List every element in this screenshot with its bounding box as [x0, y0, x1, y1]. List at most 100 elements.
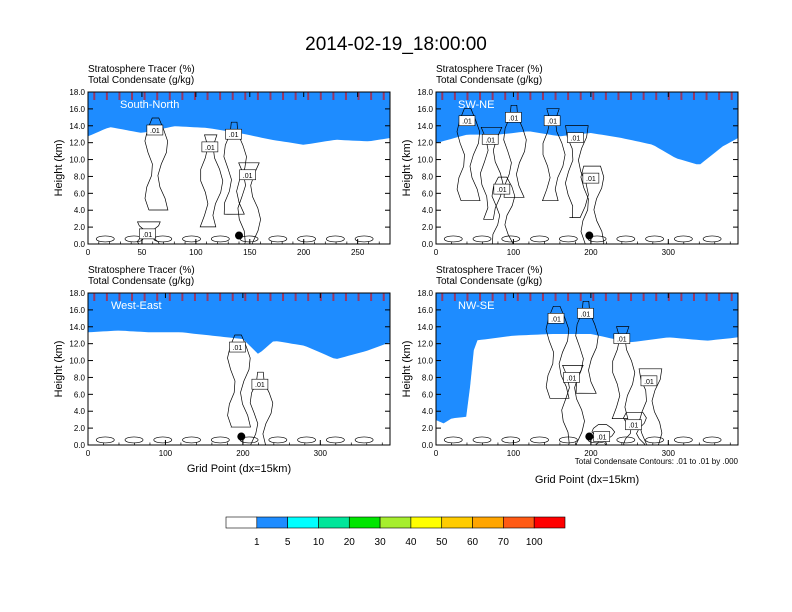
surface-contour [182, 436, 201, 444]
colorbar-swatch [348, 516, 381, 529]
colorbar-swatch [379, 516, 412, 529]
plot-frame [435, 91, 739, 245]
y-tick-label: 18.0 [69, 289, 85, 298]
y-tick-label: 0.0 [74, 441, 86, 450]
x-tick-label: 100 [189, 248, 203, 257]
contour-label: .01 [229, 132, 239, 139]
panel-header-line1: Stratosphere Tracer (%) [436, 64, 543, 75]
colorbar-label: 60 [467, 537, 479, 548]
condensate-contours [443, 104, 722, 244]
tracer-streak [282, 293, 285, 301]
surface-contour [443, 436, 463, 444]
condensate-contour [503, 104, 527, 198]
tracer-shading [436, 92, 738, 244]
y-tick-label: 8.0 [74, 373, 86, 382]
surface-contour [501, 235, 521, 243]
contour-label-box [201, 141, 219, 153]
colorbar-swatch [256, 516, 288, 529]
tracer-streak [705, 92, 708, 100]
tracer-streak [382, 92, 385, 100]
y-tick-label: 16.0 [417, 105, 433, 114]
tracer-streak [730, 92, 733, 100]
y-tick-label: 10.0 [417, 357, 433, 366]
contour-label: .01 [497, 187, 507, 194]
tracer-streak [554, 293, 557, 301]
panel-sw-ne: Stratosphere Tracer (%) Total Condensate… [401, 64, 739, 257]
location-marker [585, 231, 594, 240]
tracer-streak [529, 92, 532, 100]
tracer-streak [332, 293, 335, 301]
surface-contour [645, 235, 664, 243]
condensate-contour [591, 424, 616, 445]
section-label: NW-SE [458, 300, 494, 312]
x-tick-label: 200 [584, 248, 598, 257]
y-tick-label: 4.0 [422, 407, 434, 416]
tracer-band-1 [88, 92, 390, 145]
tracer-streak [143, 293, 146, 301]
tracer-streak [382, 293, 385, 301]
tracer-streak [105, 92, 108, 100]
location-marker [237, 432, 246, 441]
y-tick-label: 18.0 [69, 88, 85, 97]
condensate-contour [199, 134, 224, 228]
colorbar-label: 100 [526, 537, 543, 548]
tracer-streak [529, 293, 532, 301]
y-axis: 0.0 2.0 4.0 6.0 8.0 10.0 12.0 14.0 16.0 18.0 [69, 289, 390, 450]
condensate-contour [227, 334, 251, 428]
y-tick-label: 0.0 [422, 441, 434, 450]
y-axis-label: Height (km) [53, 140, 65, 197]
colorbar-label: 10 [313, 537, 325, 548]
tracer-streak [307, 92, 310, 100]
contour-label-box [493, 183, 511, 195]
contour-label: .01 [255, 382, 265, 389]
x-tick-label: 200 [584, 449, 598, 458]
surface-contour [268, 436, 288, 444]
x-axis: 0 100 200 300 [434, 92, 731, 257]
contour-label-box [458, 115, 476, 127]
contour-label-box [239, 169, 256, 181]
y-tick-label: 16.0 [69, 306, 85, 315]
contour-label: .01 [567, 375, 577, 382]
tracer-streak [630, 92, 633, 100]
section-label: West-East [111, 300, 162, 312]
contour-label: .01 [485, 137, 495, 144]
condensate-contour [561, 365, 585, 445]
y-tick-label: 4.0 [74, 407, 86, 416]
tracer-streak [269, 293, 272, 301]
tracer-streak [567, 293, 570, 301]
y-tick-label: 0.0 [422, 240, 434, 249]
y-tick-label: 4.0 [74, 206, 86, 215]
tracer-streak [294, 293, 297, 301]
panel-header-line2: Total Condensate (g/kg) [436, 75, 542, 86]
contour-label-box [640, 375, 658, 387]
contour-label: .01 [644, 379, 654, 386]
surface-contour [268, 235, 288, 243]
tracer-streak [219, 293, 222, 301]
x-tick-label: 250 [351, 248, 365, 257]
tracer-streak [655, 92, 658, 100]
contour-label-box [251, 378, 269, 390]
contour-label-box [582, 172, 600, 184]
surface-contour [182, 235, 201, 243]
surface-contour [558, 235, 578, 243]
colorbar-swatch [503, 516, 535, 529]
y-tick-label: 6.0 [74, 390, 86, 399]
y-tick-label: 10.0 [69, 357, 85, 366]
surface-contour [674, 235, 693, 243]
y-tick-label: 18.0 [417, 289, 433, 298]
tracer-streak [541, 92, 544, 100]
tracer-streak [357, 293, 360, 301]
tracer-streak [131, 92, 134, 100]
surface-contour [354, 436, 374, 444]
y-tick-label: 10.0 [69, 156, 85, 165]
tracer-streak [206, 293, 209, 301]
y-tick-label: 14.0 [417, 122, 433, 131]
tracer-streak [718, 92, 721, 100]
surface-contour [354, 235, 374, 243]
condensate-contour [249, 371, 274, 445]
tracer-streak [579, 92, 582, 100]
tracer-streak [156, 293, 159, 301]
tracer-streak [193, 92, 196, 100]
contour-label: .01 [629, 423, 639, 430]
tracer-streak [504, 293, 507, 301]
